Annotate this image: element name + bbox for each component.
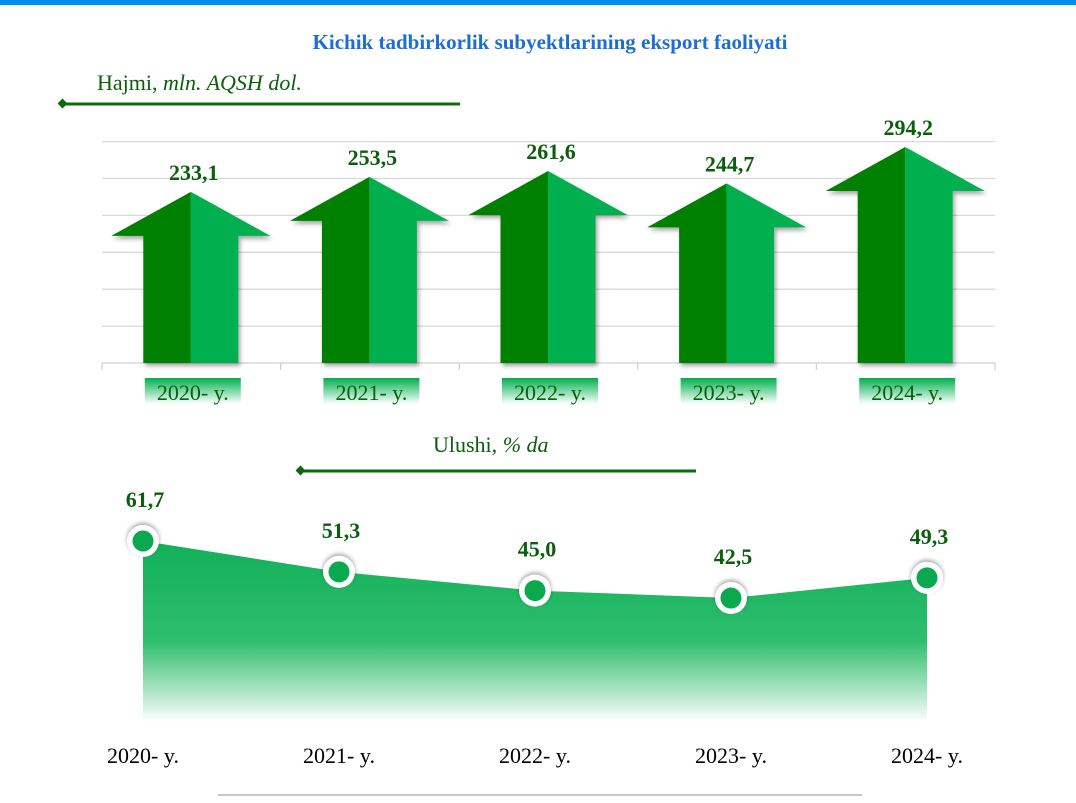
bar-arrow-left-half <box>289 176 370 363</box>
area-category-label: 2023- y. <box>695 743 767 768</box>
volume-label-unit: mln. AQSH dol. <box>163 70 302 95</box>
volume-label-main: Hajmi, <box>97 70 158 95</box>
area-category-label: 2020- y. <box>107 743 179 768</box>
chart-title: Kichik tadbirkorlik subyektlarining eksp… <box>312 30 788 54</box>
category-label-background <box>502 378 598 404</box>
bar-arrow-left-half <box>647 183 727 363</box>
area-chart: 61,7 2020- y. 51,3 2021- y. 45,0 2022- y. 42,5… <box>107 487 963 768</box>
bar-value-label: 261,6 <box>526 139 576 164</box>
bar-arrow-right-half <box>548 170 628 363</box>
data-point <box>720 587 742 609</box>
area-value-label: 61,7 <box>126 487 165 512</box>
share-series-label: Ulushi, % da <box>433 432 549 458</box>
bar-arrow <box>468 170 628 363</box>
bar-category-label: 2022- y. <box>514 380 586 405</box>
bar-arrow-right-half <box>905 147 985 363</box>
bar-arrow-left-half <box>825 147 906 363</box>
bar-arrow-left-half <box>468 170 548 363</box>
area-fill <box>143 541 927 722</box>
bar-arrow <box>289 176 449 363</box>
area-value-label: 45,0 <box>518 537 557 562</box>
category-label-background <box>859 378 956 404</box>
data-point <box>916 567 938 589</box>
share-label-main: Ulushi, <box>433 432 498 457</box>
volume-legend-line <box>57 98 460 109</box>
bar-value-label: 244,7 <box>705 151 755 176</box>
data-point <box>328 561 350 583</box>
bar-arrow-left-half <box>111 191 191 363</box>
bar-category-label: 2024- y. <box>871 380 943 405</box>
bar-value-label: 294,2 <box>883 115 933 140</box>
share-label-unit: % da <box>502 432 549 457</box>
data-point <box>132 530 154 552</box>
bar-arrow <box>825 147 985 363</box>
bar-arrow-right-half <box>190 191 271 363</box>
bar-value-label: 233,1 <box>169 160 219 185</box>
share-legend-line <box>295 465 696 476</box>
area-category-label: 2022- y. <box>499 743 571 768</box>
area-category-label: 2021- y. <box>303 743 375 768</box>
volume-series-label: Hajmi, mln. AQSH dol. <box>97 70 302 96</box>
area-value-label: 51,3 <box>322 518 361 543</box>
category-label-background <box>323 378 420 404</box>
category-label-background <box>144 378 241 404</box>
area-category-label: 2024- y. <box>891 743 963 768</box>
bar-category-label: 2023- y. <box>693 380 765 405</box>
bar-category-label: 2020- y. <box>157 380 229 405</box>
data-point <box>524 580 546 602</box>
category-label-background <box>680 378 777 404</box>
bar-chart-arrows: 233,1 2020- y. 253,5 2021- y. 261,6 2022- y. 2… <box>111 115 985 405</box>
bar-category-label: 2021- y. <box>335 380 407 405</box>
bar-arrow-right-half <box>726 183 807 363</box>
area-value-label: 42,5 <box>714 544 753 569</box>
area-value-label: 49,3 <box>910 524 949 549</box>
bar-value-label: 253,5 <box>348 145 398 170</box>
bar-arrow <box>111 191 271 363</box>
bar-arrow <box>647 183 807 363</box>
bar-arrow-right-half <box>369 176 449 363</box>
top-accent-bar <box>0 0 1076 5</box>
